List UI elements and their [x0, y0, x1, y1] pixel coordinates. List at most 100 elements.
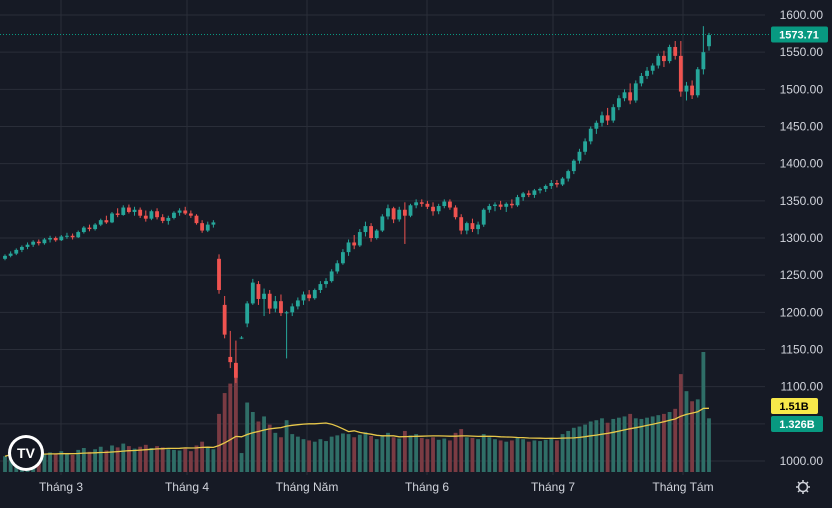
- candle-body: [363, 226, 368, 233]
- volume-bar: [329, 436, 334, 472]
- volume-bar: [487, 437, 492, 472]
- volume-bar: [684, 391, 689, 472]
- candle-body: [577, 151, 582, 161]
- candle-body: [605, 115, 610, 121]
- volume-bar: [493, 439, 497, 472]
- volume-bar: [222, 393, 227, 472]
- candle-body: [622, 92, 627, 99]
- volume-bar: [521, 439, 526, 472]
- price-tick-label: 1150.00: [781, 343, 824, 357]
- volume-bar: [284, 420, 289, 472]
- candle-body: [566, 171, 571, 179]
- candle-body: [588, 128, 593, 142]
- candle-body: [205, 224, 210, 231]
- volume-bar: [504, 441, 509, 472]
- volume-bar: [442, 438, 447, 472]
- volume-bar: [155, 446, 159, 472]
- tradingview-logo[interactable]: TV: [8, 435, 44, 471]
- time-tick-label: Tháng 6: [405, 480, 449, 494]
- candle-body: [504, 203, 509, 207]
- last-price-badge: 1573.71: [771, 26, 828, 43]
- candle-body: [217, 258, 221, 291]
- candle-body: [48, 238, 52, 240]
- volume-bar: [324, 441, 328, 472]
- volume-ma-badge: 1.51B: [771, 398, 818, 414]
- volume-bar: [301, 439, 306, 472]
- volume-bar: [386, 432, 390, 472]
- volume-bar: [239, 453, 244, 472]
- volume-bar: [267, 424, 272, 472]
- candle-body: [149, 211, 154, 219]
- candle-body: [329, 271, 334, 282]
- candle-body: [662, 55, 666, 62]
- last-price-label: 1573.71: [779, 30, 819, 42]
- gear-icon: [797, 481, 809, 493]
- candle-body: [695, 69, 700, 96]
- candle-body: [678, 55, 683, 92]
- volume-bar: [549, 438, 554, 472]
- volume-bar: [273, 432, 278, 472]
- candle-body: [284, 312, 289, 314]
- candle-body: [239, 337, 244, 339]
- candle-body: [493, 204, 497, 207]
- volume-bar: [42, 453, 47, 472]
- time-axis[interactable]: Tháng 3 Tháng 4 Tháng Năm Tháng 6 Tháng 7 Thá…: [39, 480, 714, 494]
- settings-icon[interactable]: [796, 480, 810, 494]
- volume-bar: [104, 450, 109, 472]
- volume-bar: [571, 427, 576, 472]
- volume-bar: [211, 449, 216, 472]
- volume-bar: [110, 445, 114, 472]
- volume-bar: [662, 413, 666, 472]
- candle-body: [25, 244, 30, 247]
- price-tick-label: 1000.00: [780, 454, 824, 468]
- candle-body: [188, 213, 193, 216]
- candle-body: [656, 55, 661, 66]
- candle-body: [53, 238, 58, 241]
- price-tick-label: 1600.00: [780, 8, 824, 22]
- candle-body: [543, 185, 548, 189]
- candle-body: [183, 210, 188, 214]
- volume-bar: [397, 438, 402, 472]
- volume-bar: [560, 434, 565, 472]
- volume-bar: [98, 446, 103, 472]
- candle-body: [521, 193, 526, 198]
- price-tick-label: 1300.00: [780, 231, 824, 245]
- volume-bar: [194, 445, 199, 472]
- volume-bar: [707, 418, 711, 472]
- volume-bar: [476, 439, 481, 472]
- volume-bar: [408, 435, 413, 472]
- volume-bar: [335, 435, 340, 472]
- candle-body: [59, 236, 64, 241]
- candle-body: [555, 182, 559, 185]
- candle-body: [166, 217, 171, 221]
- volume-bar: [526, 441, 531, 472]
- candle-body: [31, 241, 36, 245]
- volume-bar: [369, 436, 373, 472]
- volume-bar: [633, 418, 638, 472]
- candle-body: [380, 216, 385, 231]
- volume-bar: [172, 449, 176, 472]
- price-tick-label: 1200.00: [780, 305, 824, 319]
- candle-body: [301, 294, 306, 301]
- volume-bar: [48, 452, 52, 472]
- candle-body: [600, 115, 604, 123]
- volume-bar: [628, 413, 633, 472]
- volume-bar: [453, 432, 458, 472]
- candle-body: [194, 215, 199, 224]
- candle-body: [386, 208, 390, 217]
- volume-bar: [622, 416, 627, 472]
- volume-bar: [177, 450, 182, 472]
- volume-bar: [132, 448, 137, 472]
- candle-body: [701, 52, 706, 70]
- volume-bar: [402, 430, 407, 472]
- candle-body: [707, 35, 711, 47]
- volume-bar: [588, 421, 593, 472]
- price-axis[interactable]: 1000.001050.001100.001150.001200.001250.…: [780, 8, 824, 468]
- candle-body: [538, 188, 542, 191]
- candle-body: [645, 70, 649, 76]
- candle-body: [233, 362, 238, 378]
- volume-bar: [149, 448, 154, 472]
- time-tick-label: Tháng Tám: [652, 480, 713, 494]
